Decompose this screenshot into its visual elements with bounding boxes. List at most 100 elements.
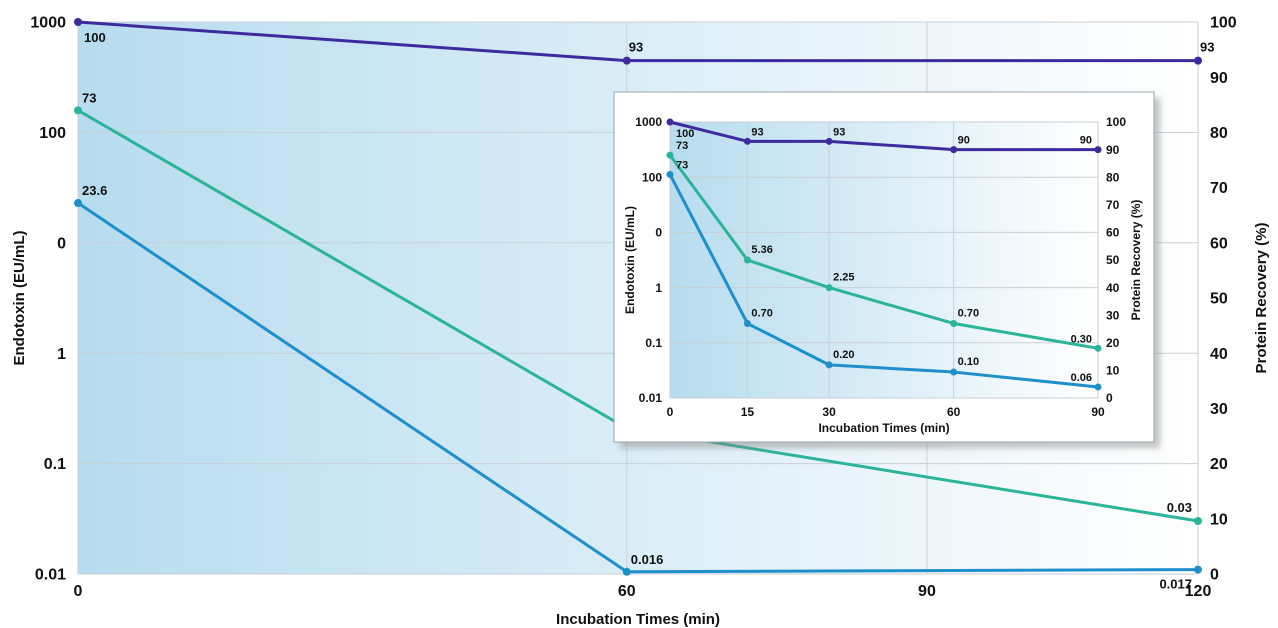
data-point — [1094, 344, 1102, 352]
x-tick-label: 0 — [74, 583, 83, 600]
data-label: 0.70 — [958, 307, 979, 319]
y2-tick-label: 70 — [1106, 198, 1120, 212]
data-label: 93 — [751, 126, 763, 138]
y-tick-label: 0 — [57, 235, 66, 252]
main-y2-axis-label: Protein Recovery (%) — [1253, 223, 1270, 374]
y2-tick-label: 10 — [1210, 511, 1228, 528]
data-point — [825, 361, 833, 369]
inset-plot-background — [670, 122, 1098, 398]
y-tick-label: 0.1 — [44, 456, 66, 473]
data-label: 0.70 — [751, 307, 772, 319]
data-label: 0.06 — [1071, 372, 1092, 384]
y2-tick-label: 60 — [1106, 226, 1120, 240]
data-point — [1094, 146, 1102, 154]
main-x-axis-label: Incubation Times (min) — [556, 611, 720, 628]
data-label: 100 — [676, 128, 694, 140]
data-point — [743, 319, 751, 327]
data-point — [666, 170, 674, 178]
y2-tick-label: 40 — [1106, 281, 1120, 295]
x-tick-label: 90 — [1091, 405, 1105, 419]
x-tick-label: 60 — [618, 583, 636, 600]
data-label: 90 — [958, 135, 970, 147]
data-label: 0.017 — [1159, 577, 1192, 592]
y2-tick-label: 40 — [1210, 346, 1228, 363]
data-point — [1194, 56, 1202, 65]
y2-tick-label: 50 — [1210, 291, 1228, 308]
y2-tick-label: 60 — [1210, 235, 1228, 252]
data-point — [74, 18, 82, 26]
y2-tick-label: 10 — [1106, 364, 1120, 378]
data-point — [825, 284, 833, 292]
data-point — [666, 151, 674, 159]
data-point — [950, 368, 958, 376]
y2-tick-label: 20 — [1106, 336, 1120, 350]
data-point — [1094, 383, 1102, 391]
data-point — [74, 106, 82, 115]
y-tick-label: 1000 — [635, 115, 662, 129]
y2-tick-label: 100 — [1106, 115, 1126, 129]
data-label: 5.36 — [751, 244, 772, 256]
y2-tick-label: 90 — [1210, 70, 1228, 87]
data-label: 0.016 — [631, 552, 664, 567]
y-tick-label: 100 — [642, 170, 662, 184]
data-label: 73 — [82, 90, 96, 105]
data-label: 73 — [676, 140, 688, 152]
data-label: 0.20 — [833, 349, 854, 361]
y2-tick-label: 0 — [1106, 391, 1113, 405]
data-label: 93 — [833, 126, 845, 138]
y2-tick-label: 50 — [1106, 253, 1120, 267]
y2-tick-label: 70 — [1210, 180, 1228, 197]
y2-tick-label: 90 — [1106, 143, 1120, 157]
y-tick-label: 1 — [57, 346, 66, 363]
data-label: 0.30 — [1071, 333, 1092, 345]
data-point — [743, 256, 751, 264]
x-tick-label: 15 — [741, 405, 755, 419]
inset-x-axis-label: Incubation Times (min) — [818, 421, 949, 435]
x-tick-label: 120 — [1185, 583, 1212, 600]
data-point — [1194, 517, 1202, 526]
data-point — [666, 118, 674, 126]
inset-gridlines — [669, 121, 1099, 399]
y-tick-label: 0.01 — [35, 567, 66, 584]
data-point — [825, 137, 833, 145]
y-tick-label: 0.01 — [639, 391, 663, 405]
main-y-axis-label: Endotoxin (EU/mL) — [11, 231, 28, 366]
data-label: 0.10 — [958, 356, 979, 368]
y2-tick-label: 0 — [1210, 567, 1219, 584]
data-label: 90 — [1080, 135, 1092, 147]
y2-tick-label: 80 — [1106, 170, 1120, 184]
data-label: 93 — [629, 40, 643, 55]
y-tick-label: 1 — [655, 281, 662, 295]
inset-y2-axis-label: Protein Recovery (%) — [1129, 200, 1143, 321]
y-tick-label: 100 — [39, 125, 66, 142]
data-point — [74, 199, 82, 208]
y2-tick-label: 20 — [1210, 456, 1228, 473]
x-tick-label: 30 — [822, 405, 836, 419]
data-point — [743, 137, 751, 145]
data-point — [950, 319, 958, 327]
inset-y-axis-label: Endotoxin (EU/mL) — [623, 206, 637, 314]
y2-tick-label: 30 — [1106, 308, 1120, 322]
data-label: 2.25 — [833, 272, 854, 284]
inset-series: 100 93 93 90 90 73 5.36 2.25 0.70 0.30 73 0.70 0.20 0… — [666, 118, 1102, 391]
data-label: 23.6 — [82, 183, 107, 198]
x-tick-label: 60 — [947, 405, 961, 419]
data-label: 100 — [84, 30, 106, 45]
data-point — [622, 56, 631, 65]
data-point — [622, 567, 631, 576]
x-tick-label: 0 — [667, 405, 674, 419]
y-tick-label: 1000 — [30, 15, 66, 32]
data-label: 73 — [676, 159, 688, 171]
y-tick-label: 0.1 — [645, 336, 662, 350]
y2-tick-label: 80 — [1210, 125, 1228, 142]
data-label: 0.03 — [1167, 500, 1192, 515]
data-label: 93 — [1200, 40, 1214, 55]
y2-tick-label: 100 — [1210, 15, 1237, 32]
data-point — [1194, 565, 1202, 574]
y-tick-label: 0 — [655, 226, 662, 240]
y2-tick-label: 30 — [1210, 401, 1228, 418]
